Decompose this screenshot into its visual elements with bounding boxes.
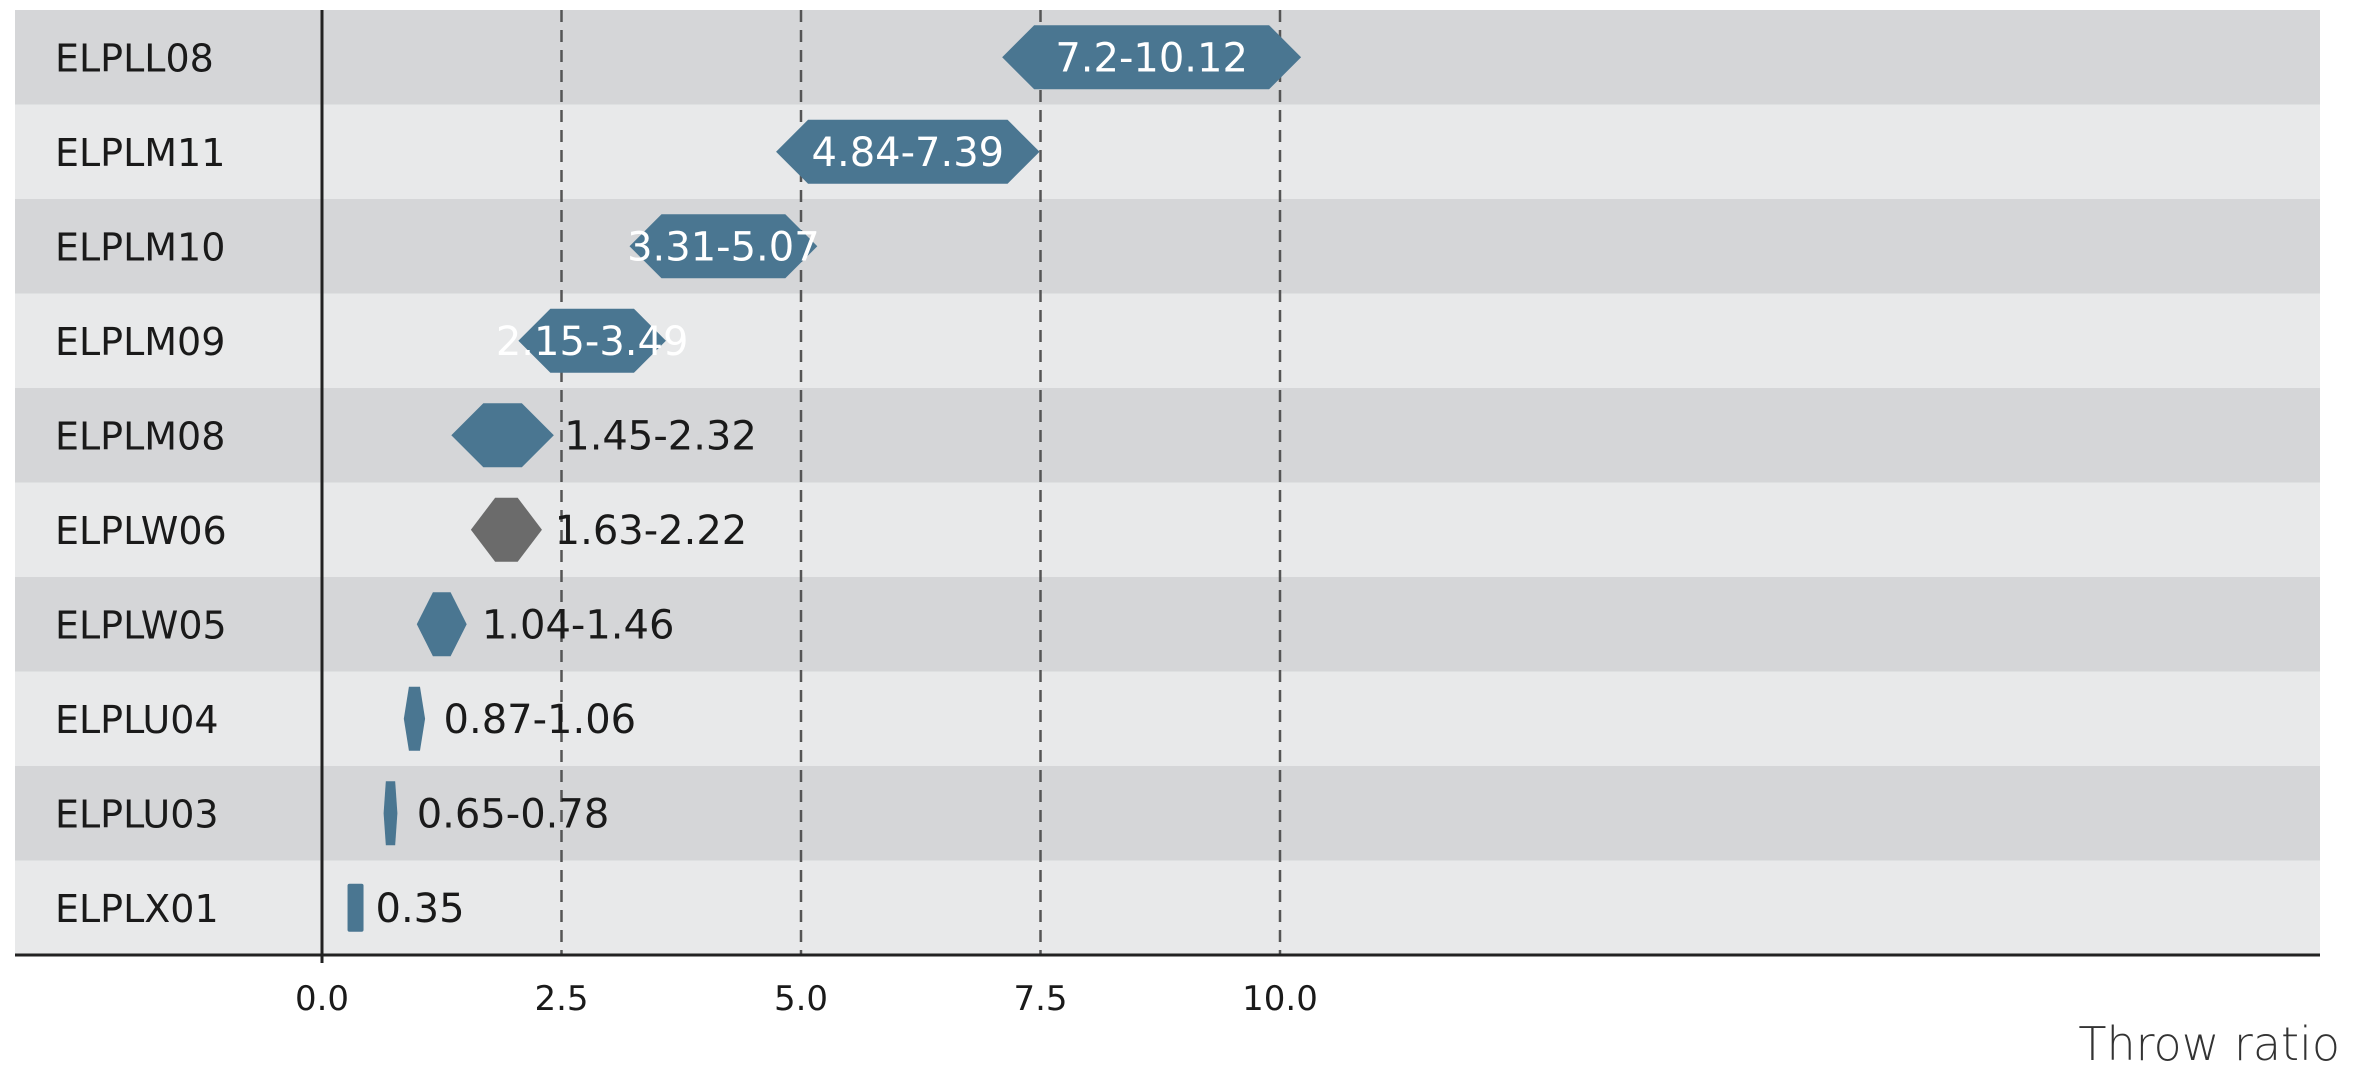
range-bar — [416, 592, 467, 657]
x-tick-label: 10.0 — [1242, 979, 1318, 1019]
x-tick-label: 2.5 — [534, 979, 588, 1019]
range-bar — [776, 119, 1040, 184]
row-background — [15, 766, 2320, 861]
category-label: ELPLU03 — [55, 792, 219, 836]
row-backgrounds — [15, 10, 2320, 955]
row-background — [15, 199, 2320, 294]
row-background — [15, 482, 2320, 577]
value-label: 7.2-10.12 — [1055, 35, 1248, 81]
value-label: 0.35 — [376, 886, 465, 932]
range-bar — [1002, 25, 1302, 90]
range-bar — [451, 403, 554, 468]
value-label: 2.15-3.49 — [496, 319, 689, 365]
row-background — [15, 104, 2320, 199]
value-label: 0.87-1.06 — [444, 697, 637, 743]
category-label: ELPLX01 — [55, 887, 219, 931]
category-label: ELPLU04 — [55, 698, 219, 742]
range-bar — [383, 781, 398, 846]
category-label: ELPLM10 — [55, 225, 225, 269]
x-axis-title: Throw ratio — [2078, 1017, 2340, 1071]
range-bar — [470, 497, 542, 562]
row-background — [15, 671, 2320, 766]
value-label: 3.31-5.07 — [627, 224, 820, 270]
category-label: ELPLL08 — [55, 36, 214, 80]
row-background — [15, 860, 2320, 955]
category-label: ELPLM08 — [55, 414, 225, 458]
row-background — [15, 388, 2320, 483]
x-axis: 0.0 2.5 5.0 7.5 10.0 — [15, 10, 2320, 1019]
category-label: ELPLW05 — [55, 603, 227, 647]
value-label: 1.45-2.32 — [564, 413, 757, 459]
value-labels: 7.2-10.12 4.84-7.39 3.31-5.07 2.15-3.49 1.45… — [376, 35, 1248, 932]
x-tick-label: 5.0 — [774, 979, 828, 1019]
grid-lines — [560, 10, 1282, 955]
value-label: 4.84-7.39 — [812, 130, 1005, 176]
x-tick-label: 0.0 — [295, 979, 349, 1019]
range-bars — [347, 25, 1302, 932]
category-label: ELPLM11 — [55, 131, 225, 175]
range-bar — [518, 308, 666, 373]
value-label: 1.63-2.22 — [555, 508, 748, 554]
category-labels: ELPLL08 ELPLM11 ELPLM10 ELPLM09 ELPLM08 ELPLW… — [55, 36, 227, 931]
range-bar — [347, 883, 364, 932]
range-bar — [403, 686, 426, 751]
x-tick-label: 7.5 — [1013, 979, 1067, 1019]
row-background — [15, 577, 2320, 672]
category-label: ELPLM09 — [55, 320, 225, 364]
row-background — [15, 293, 2320, 388]
value-label: 0.65-0.78 — [417, 791, 610, 837]
range-bar — [629, 214, 818, 279]
value-label: 1.04-1.46 — [482, 602, 675, 648]
category-label: ELPLW06 — [55, 509, 227, 553]
